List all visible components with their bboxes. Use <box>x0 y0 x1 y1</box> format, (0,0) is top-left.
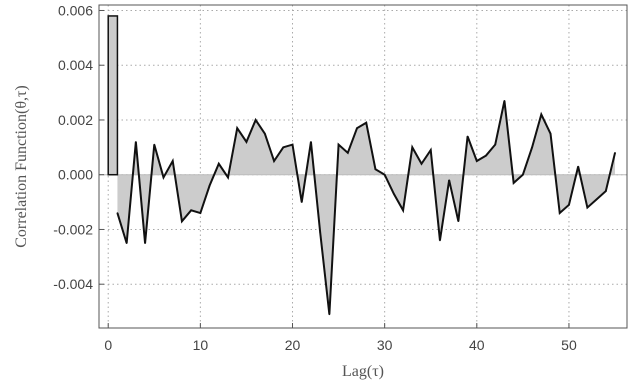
x-tick-label: 30 <box>377 337 393 353</box>
data-point <box>383 173 386 176</box>
data-point <box>577 165 579 168</box>
y-ticks: -0.004 -0.002 0.000 0.002 0.004 0.006 <box>53 2 104 292</box>
data-point <box>420 162 423 165</box>
data-point <box>254 119 257 121</box>
data-point <box>337 143 340 146</box>
data-point <box>171 160 174 162</box>
x-tick-label: 10 <box>193 337 209 353</box>
data-point <box>273 160 275 162</box>
y-tick-label: 0.000 <box>58 167 93 183</box>
lag-zero-bar <box>107 15 119 176</box>
data-point <box>586 206 589 209</box>
data-point <box>300 201 303 203</box>
data-point <box>512 182 515 184</box>
data-point <box>181 220 183 223</box>
y-tick-label: 0.006 <box>58 2 93 18</box>
data-point <box>522 173 524 176</box>
bar-group <box>107 15 119 176</box>
data-point <box>208 184 211 187</box>
x-axis-title: Lag(τ) <box>342 363 384 380</box>
data-point <box>310 141 312 143</box>
area-fill <box>117 100 616 315</box>
data-point <box>282 146 285 149</box>
data-point <box>291 143 294 146</box>
data-point <box>402 209 404 212</box>
y-tick-label: 0.002 <box>58 112 93 128</box>
data-point <box>549 132 552 135</box>
y-tick-label: 0.004 <box>58 57 93 73</box>
y-tick-label: -0.004 <box>53 276 93 292</box>
data-point <box>135 141 137 143</box>
data-point <box>356 127 358 129</box>
data-point <box>346 152 349 154</box>
x-tick-label: 50 <box>561 337 577 353</box>
x-ticks: 0 10 20 30 40 50 <box>104 323 577 353</box>
data-point <box>227 176 229 179</box>
data-point <box>540 113 543 116</box>
series-line-group <box>116 100 616 316</box>
data-point <box>411 146 414 149</box>
data-point <box>503 100 506 102</box>
y-axis-title: Correlation Function(θ,τ) <box>13 85 30 248</box>
data-point <box>614 152 616 154</box>
data-point <box>485 154 487 157</box>
data-point <box>245 141 248 143</box>
x-tick-label: 20 <box>285 337 301 353</box>
y-tick-label: -0.002 <box>53 221 93 237</box>
data-point <box>125 242 128 244</box>
data-point <box>365 121 368 124</box>
data-point <box>393 193 395 195</box>
data-point <box>605 190 607 192</box>
data-point <box>153 143 156 146</box>
data-point <box>568 204 570 206</box>
data-point <box>374 168 377 171</box>
data-point <box>144 242 146 244</box>
data-point <box>162 176 165 179</box>
data-point <box>236 127 239 129</box>
data-point <box>190 209 192 212</box>
data-point <box>199 212 202 214</box>
data-point <box>494 143 497 146</box>
data-point <box>531 146 533 149</box>
data-point <box>319 231 321 233</box>
data-point <box>217 162 220 165</box>
data-point <box>595 198 598 201</box>
data-point <box>116 212 119 214</box>
data-point <box>448 179 450 181</box>
area-fill-group <box>99 100 627 315</box>
x-tick-label: 0 <box>104 337 112 353</box>
plot-frame <box>98 4 628 329</box>
data-point <box>264 132 266 135</box>
data-point <box>466 135 469 138</box>
data-point <box>476 160 478 162</box>
data-point <box>429 149 432 151</box>
data-point <box>439 239 441 242</box>
data-point <box>457 220 460 223</box>
data-point <box>328 313 331 316</box>
data-point <box>558 212 561 214</box>
x-tick-label: 40 <box>469 337 485 353</box>
